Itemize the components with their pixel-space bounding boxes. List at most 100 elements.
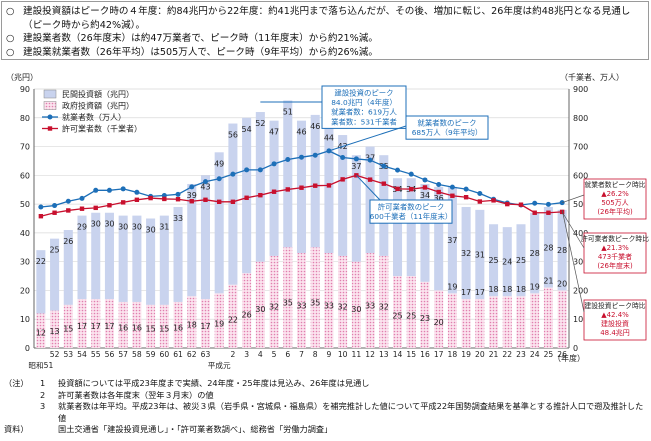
bar-private [242, 117, 252, 274]
annotation-investment-peak-text: 業者数：531千業者 [331, 117, 397, 126]
x-tick-label: 7 [299, 350, 304, 359]
workers-point [285, 157, 291, 163]
footnote-label [4, 401, 40, 424]
contractors-point [52, 210, 57, 215]
summary-box: ○ 建設投資額はピーク時の４年度：約84兆円から22年度：約41兆円まで落ち込んだ… [1, 1, 649, 60]
annotation-contractors-peak-pointer [356, 174, 381, 201]
x-tick-label: 2 [230, 350, 235, 359]
bar-government [379, 255, 389, 348]
annotation-contractors-peak-text: 600千業者（11年度末） [370, 212, 453, 221]
x-tick-label: 55 [91, 350, 101, 359]
footnote-number: 3 [40, 401, 46, 412]
bar-label-private: 28 [557, 246, 567, 255]
bar-label-private: 30 [118, 223, 128, 232]
workers-point [244, 167, 250, 173]
workers-point [532, 200, 538, 206]
contractors-point [395, 186, 400, 192]
x-tick-label: 17 [434, 350, 444, 359]
y-tick-label: 80 [20, 114, 30, 123]
bar-government [159, 304, 169, 348]
bar-private [77, 215, 87, 300]
bar-label-private: 49 [214, 159, 224, 168]
bar-label-private: 30 [146, 226, 156, 235]
contractors-point [216, 199, 222, 205]
contractors-point [189, 199, 194, 204]
bar-label-private: 32 [461, 249, 471, 258]
workers-point [395, 167, 401, 173]
bar-label-government: 17 [475, 288, 485, 297]
x-tick-label: 15 [406, 350, 416, 359]
bar-private [159, 215, 169, 305]
contractors-point [436, 189, 441, 195]
bar-government [255, 261, 265, 348]
bar-government [420, 281, 430, 348]
bar-label-private: 30 [132, 223, 142, 232]
annotation-investment-change-pointer [561, 209, 585, 313]
bar-label-private: 25 [49, 246, 59, 255]
annotation-workers-change-text: (26年平均) [597, 207, 633, 216]
x-tick-label: 6 [285, 350, 290, 359]
bar-label-government: 19 [447, 282, 457, 291]
y-tick-label: 0 [25, 344, 30, 353]
bar-government [324, 253, 334, 348]
contractors-point [258, 192, 263, 198]
contractors-point [175, 197, 181, 202]
x-tick-label: 54 [77, 350, 87, 359]
annotation-contractors-change-pointer [561, 211, 585, 249]
contractors-point [477, 199, 483, 204]
contractors-point [450, 193, 455, 198]
contractors-point [463, 195, 469, 200]
bar-label-private: 24 [502, 258, 512, 267]
bar-label-government: 17 [200, 322, 210, 331]
contractors-point [491, 198, 496, 203]
bar-label-government: 18 [187, 321, 197, 330]
annotation-workers-peak-pointer [328, 125, 407, 152]
annotation-contractors-change-text: 許可業者数ピーク時比 [581, 234, 649, 243]
legend-swatch-government [43, 101, 57, 110]
annotation-investment-change-text: 建設投資 [601, 319, 629, 328]
x-tick-label: 13 [379, 350, 389, 359]
footnote-label: （注） [4, 378, 29, 388]
bar-private [269, 120, 279, 256]
annotation-contractors-change-text: (26年度末) [597, 261, 633, 270]
y2-tick-label: 0 [573, 344, 578, 353]
bar-private [255, 112, 265, 262]
workers-point [257, 167, 263, 173]
legend-label: 民間投資額（兆円） [62, 89, 134, 99]
bar-private [63, 230, 73, 305]
y2-tick-label: 400 [573, 229, 588, 238]
bar-label-government: 15 [63, 325, 73, 334]
bar-label-government: 17 [77, 322, 87, 331]
bar-government [406, 276, 416, 348]
workers-point [381, 163, 387, 169]
contractors-point [381, 181, 387, 186]
y-axis-title: （兆円） [6, 72, 38, 82]
bar-label-private: 37 [351, 162, 361, 171]
contractors-point [313, 183, 318, 188]
workers-point [436, 182, 442, 188]
chart: 0102030405060708090010020030040050060070… [6, 72, 649, 370]
bar-private [489, 224, 499, 297]
bar-label-private: 28 [543, 243, 553, 252]
x-tick-label: 59 [146, 350, 156, 359]
bar-label-private: 37 [447, 236, 457, 245]
source-number [40, 424, 58, 436]
bar-label-government: 23 [420, 314, 430, 323]
workers-point [79, 195, 85, 201]
bar-government [530, 293, 540, 348]
x-tick-label: 21 [489, 350, 499, 359]
x-tick-label: 62 [187, 350, 197, 359]
contractors-point [107, 203, 112, 208]
bar-government [200, 299, 211, 348]
annotation-investment-change-text: ▲42.4% [601, 311, 629, 319]
contractors-point [422, 185, 428, 190]
x-tick-label: 19 [461, 350, 471, 359]
bar-government [283, 247, 293, 348]
x-axis-title: （年度） [553, 353, 585, 363]
bar-private [338, 135, 348, 256]
annotation-workers-change-text: 就業者数ピーク時比 [584, 180, 645, 189]
x-tick-label: 53 [63, 350, 73, 359]
x-tick-label: 60 [159, 350, 169, 359]
footnote-number: 1 [40, 378, 46, 388]
contractors-point [505, 201, 510, 207]
